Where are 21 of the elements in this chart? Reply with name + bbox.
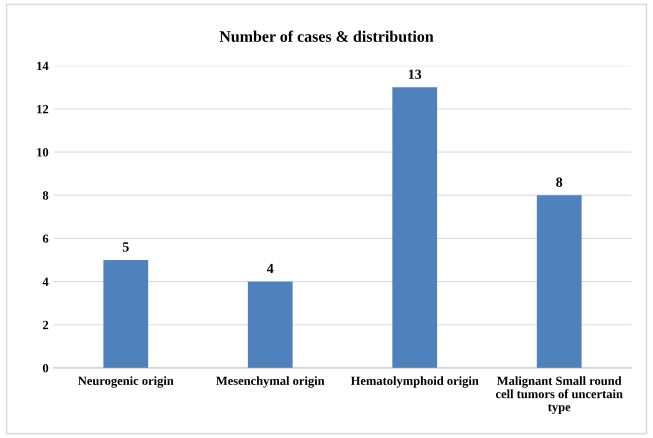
bar (536, 195, 582, 368)
chart-title: Number of cases & distribution (220, 30, 434, 42)
bar (392, 87, 438, 368)
y-tick-label: 4 (42, 278, 48, 286)
y-tick-label: 2 (42, 320, 48, 330)
y-tick-label: 12 (37, 104, 48, 114)
y-tick-label: 14 (37, 62, 48, 70)
x-tick-label: Malignant Small round cell tumors of uncertain type (496, 376, 623, 414)
y-tick-label: 10 (37, 148, 48, 157)
y-tick-label: 6 (42, 234, 48, 243)
bar (248, 282, 293, 368)
x-tick-label: Mesenchymal origin (216, 376, 324, 388)
data-label: 13 (408, 70, 422, 79)
data-label: 5 (122, 242, 129, 252)
y-tick-label: 8 (42, 191, 48, 200)
data-label: 8 (556, 177, 562, 187)
y-tick-label: 0 (42, 364, 48, 372)
x-tick-label: Hematolymphoid origin (350, 376, 479, 388)
data-label: 4 (266, 264, 274, 274)
x-tick-label: Neurogenic origin (78, 376, 174, 388)
bar (103, 260, 148, 368)
